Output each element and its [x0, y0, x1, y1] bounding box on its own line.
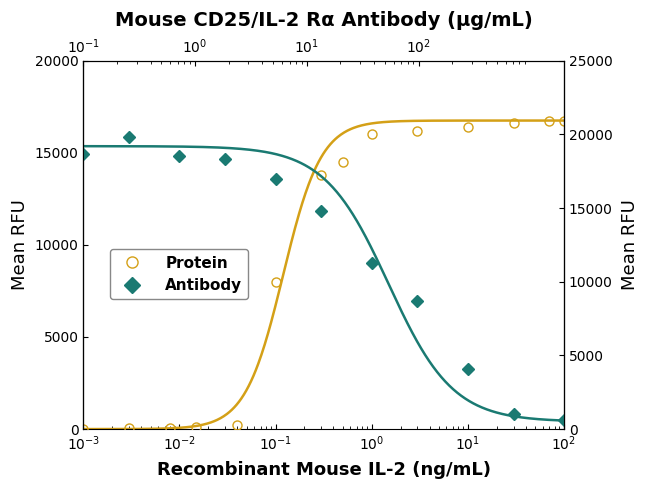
Y-axis label: Mean RFU: Mean RFU [621, 199, 639, 291]
Y-axis label: Mean RFU: Mean RFU [11, 199, 29, 291]
X-axis label: Mouse CD25/IL-2 Rα Antibody (μg/mL): Mouse CD25/IL-2 Rα Antibody (μg/mL) [115, 11, 532, 30]
X-axis label: Recombinant Mouse IL-2 (ng/mL): Recombinant Mouse IL-2 (ng/mL) [157, 461, 491, 479]
Legend: Protein, Antibody: Protein, Antibody [111, 249, 248, 299]
